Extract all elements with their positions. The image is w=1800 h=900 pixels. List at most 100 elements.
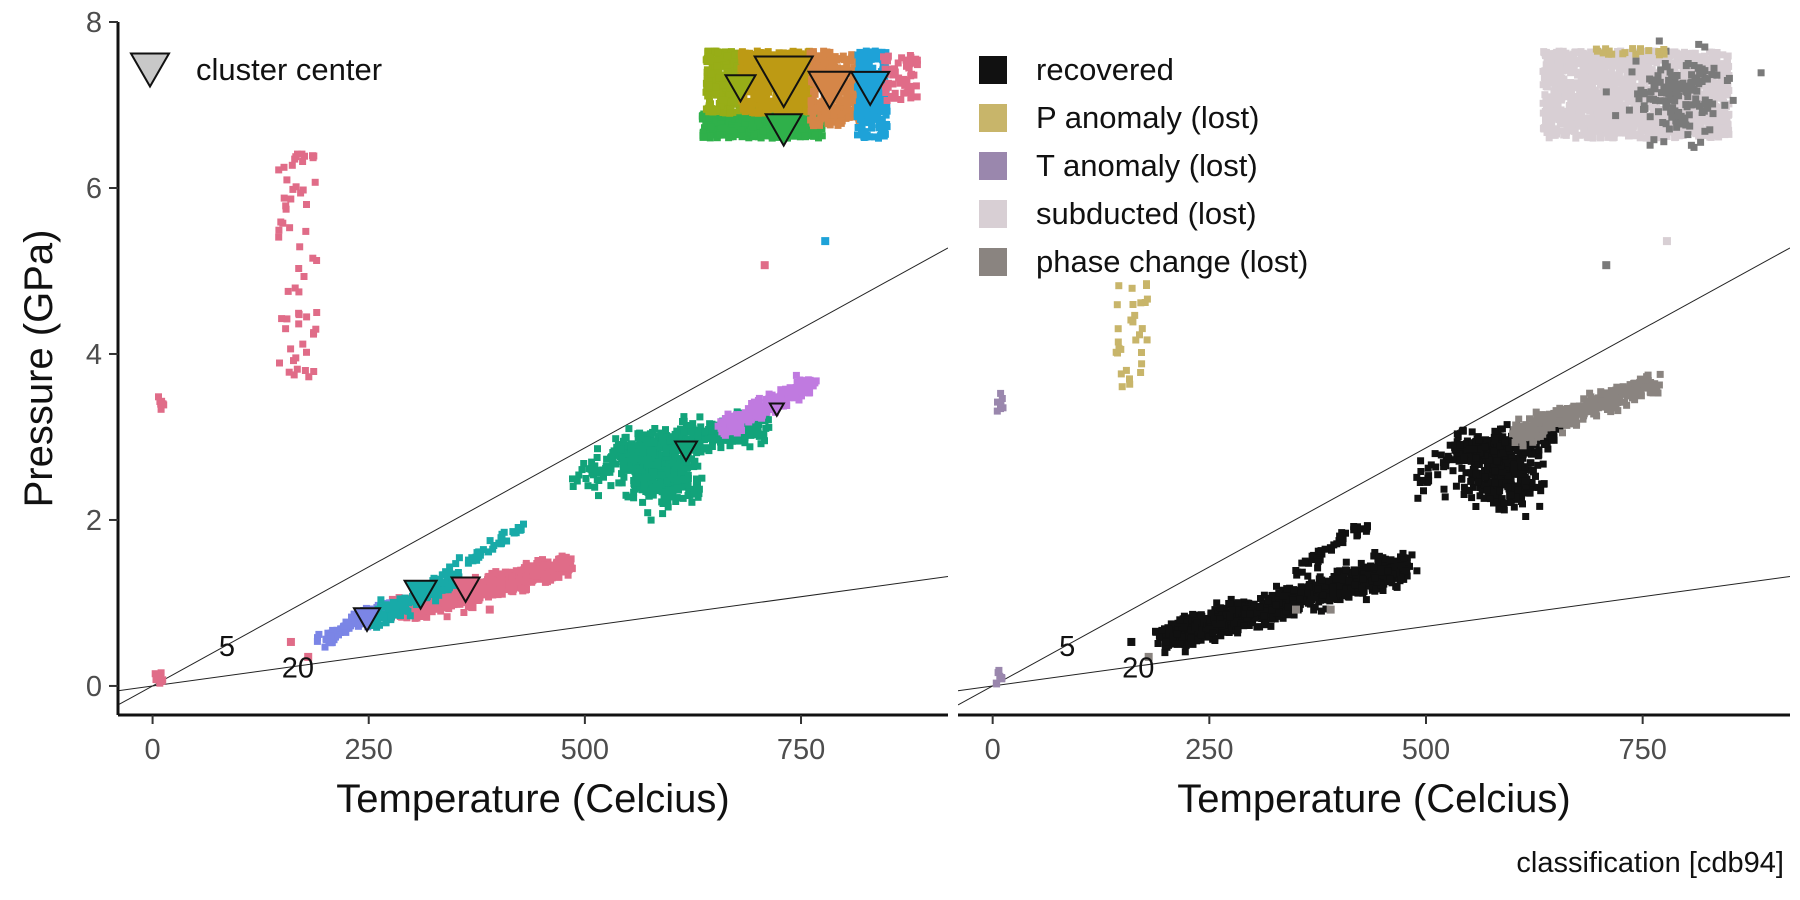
data-point [649, 490, 657, 498]
data-point [688, 498, 696, 506]
data-point [1162, 638, 1170, 646]
data-point [677, 468, 685, 476]
data-point [493, 587, 500, 595]
data-point [856, 64, 864, 72]
data-point [654, 440, 662, 448]
data-point [1115, 344, 1123, 352]
data-point [1315, 581, 1322, 589]
data-point [1207, 609, 1215, 617]
data-point [880, 103, 888, 111]
data-point [750, 408, 758, 416]
data-point [842, 108, 850, 116]
data-point [709, 108, 717, 116]
data-point [607, 482, 615, 490]
cluster-center-marker [768, 402, 786, 418]
data-point [155, 393, 162, 401]
data-point [296, 243, 304, 251]
data-point [1372, 585, 1380, 593]
point-cluster [1152, 549, 1421, 657]
data-point [309, 254, 317, 262]
data-point [557, 555, 565, 563]
data-point [719, 124, 727, 132]
data-point [448, 570, 456, 578]
data-point [630, 494, 638, 502]
data-point [485, 593, 492, 601]
data-point [310, 329, 318, 337]
data-point [757, 100, 765, 108]
point-cluster [714, 371, 820, 439]
data-point [792, 371, 800, 379]
data-point [717, 102, 725, 110]
data-point [311, 178, 319, 186]
data-point [1118, 383, 1126, 391]
point-cluster [275, 150, 321, 381]
data-point [908, 70, 915, 78]
data-point [837, 110, 845, 118]
data-point [655, 461, 662, 469]
data-point [1226, 600, 1234, 608]
data-point [539, 561, 547, 569]
data-point [1397, 573, 1405, 581]
data-point [856, 48, 864, 56]
data-point [630, 488, 638, 496]
data-point [315, 630, 323, 638]
data-point [760, 261, 769, 270]
data-point [874, 102, 882, 110]
data-point [635, 441, 643, 449]
data-point [730, 58, 738, 65]
data-point [441, 584, 449, 592]
data-point [754, 75, 762, 83]
data-point [482, 578, 490, 586]
data-point [708, 66, 715, 74]
data-point [1334, 589, 1341, 597]
data-point [699, 128, 707, 136]
y-tick-label: 0 [86, 671, 102, 703]
data-point [492, 568, 500, 576]
legend-key-cluster-center [129, 52, 171, 89]
data-point [473, 556, 481, 564]
data-point [764, 399, 772, 407]
data-point [843, 92, 851, 100]
data-point [749, 108, 757, 116]
data-point [662, 446, 670, 454]
data-point [440, 571, 448, 579]
data-point [807, 98, 815, 106]
data-point [639, 498, 647, 506]
data-point [765, 390, 773, 398]
data-point [1352, 588, 1360, 596]
data-point [814, 117, 822, 124]
data-point [712, 118, 720, 126]
data-point [707, 434, 715, 442]
data-point [405, 599, 413, 607]
data-point [350, 610, 358, 618]
data-point [1167, 620, 1175, 628]
data-point [1251, 614, 1259, 622]
data-point [1363, 563, 1370, 571]
data-point [1325, 593, 1332, 601]
data-point [510, 529, 518, 537]
data-point [870, 106, 878, 114]
data-point [722, 436, 730, 444]
data-point [809, 111, 817, 119]
data-point [790, 93, 798, 101]
data-point [708, 420, 716, 428]
data-point [279, 219, 287, 227]
data-point [1235, 607, 1243, 614]
data-point [684, 481, 692, 489]
data-point [1211, 620, 1219, 628]
data-point [1137, 369, 1145, 376]
data-point [390, 606, 398, 614]
data-point [321, 643, 329, 651]
data-point [703, 68, 711, 76]
data-point [664, 433, 672, 441]
data-point [282, 325, 290, 333]
data-point [1228, 606, 1236, 614]
data-point [695, 490, 703, 498]
data-point [708, 89, 716, 97]
data-point [283, 315, 291, 323]
data-point [701, 436, 708, 444]
data-point [595, 477, 603, 484]
data-point [687, 428, 695, 436]
data-point [1362, 596, 1370, 604]
data-point [794, 131, 802, 139]
